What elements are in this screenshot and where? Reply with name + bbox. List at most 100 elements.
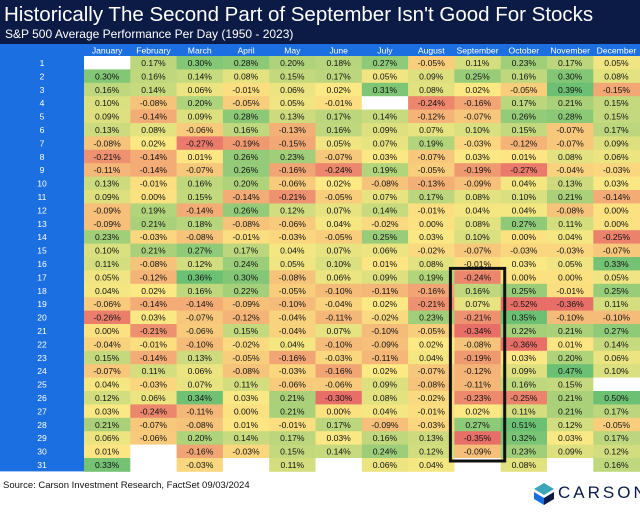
table-cell [130,109,177,124]
cell-value: 0.07% [326,205,351,215]
table-cell [176,82,224,97]
table-cell [547,69,594,84]
cell-value: 0.06% [326,272,351,282]
table-cell [593,444,640,459]
chart-subtitle: S&P 500 Average Performance Per Day (195… [5,27,294,41]
cell-value: 0.16% [326,125,351,135]
header-banner: Historically The Second Part of Septembe… [0,0,640,44]
cell-value: 0.04% [95,286,120,296]
cell-value: -0.34% [464,326,492,336]
cell-value: 0.02% [141,286,166,296]
cell-value: 0.00% [326,406,351,416]
table-cell [222,270,270,285]
table-cell [408,243,455,258]
day-label: 24 [37,366,47,376]
table-cell [593,297,640,311]
cell-value: 0.17% [326,112,351,122]
cell-value: 0.10% [465,232,490,242]
table-cell [315,458,363,472]
table-cell [222,310,270,325]
cell-value: 0.21% [141,246,166,256]
table-cell [84,163,131,177]
table-cell [269,230,316,244]
table-cell [408,109,455,124]
table-cell [593,243,640,258]
cell-value: -0.01% [557,286,585,296]
cell-value: -0.16% [186,447,214,457]
table-cell [361,82,409,97]
cell-value: 0.09% [373,125,398,135]
table-cell [176,364,224,378]
table-cell [269,216,316,231]
table-cell [454,190,502,204]
cell-value: 0.08% [234,71,259,81]
table-cell [315,96,363,110]
table-cell [408,444,455,459]
table-cell [269,350,316,365]
table-cell [408,431,455,445]
table-cell [361,377,409,392]
table-cell [222,123,270,137]
cell-value: 0.26% [234,152,259,162]
cell-value: -0.25% [510,393,538,403]
cell-value: -0.12% [140,272,168,282]
table-cell [84,337,131,352]
cell-value: 0.23% [419,313,444,323]
table-cell [84,324,131,338]
day-label: 2 [40,71,45,81]
cell-value: 0.02% [326,85,351,95]
table-cell [593,203,640,218]
table-cell [130,82,177,97]
table-cell [315,136,363,151]
cell-value: -0.01% [464,259,492,269]
table-cell [222,391,270,405]
cell-value: 0.21% [141,219,166,229]
cell-value: 0.21% [95,420,120,430]
table-cell [547,136,594,151]
cell-value: 0.15% [95,353,120,363]
cell-value: 0.21% [558,393,583,403]
table-cell [222,431,270,445]
table-cell [84,243,131,258]
cell-value: 0.20% [188,433,213,443]
table-cell [176,149,224,164]
cell-value: 0.19% [141,205,166,215]
cell-value: -0.09% [94,205,122,215]
cell-value: 0.20% [234,179,259,189]
table-cell [500,230,548,244]
cell-value: -0.02% [232,339,260,349]
table-cell [176,216,224,231]
cell-value: -0.06% [186,125,214,135]
table-cell [547,243,594,258]
cell-value: 0.06% [604,152,629,162]
table-cell [408,149,455,164]
cell-value: 0.07% [419,125,444,135]
table-cell [176,350,224,365]
day-label: 11 [38,192,47,202]
table-cell [315,257,363,271]
table-cell [361,364,409,378]
cell-value: 0.02% [465,85,490,95]
cell-value: 0.09% [95,112,120,122]
cell-value: 0.04% [465,205,490,215]
table-cell [130,56,177,70]
table-cell [500,56,548,70]
table-cell [454,82,502,97]
table-cell [408,123,455,137]
cell-value: -0.09% [371,339,399,349]
table-cell [408,283,455,298]
table-cell [408,377,455,392]
cell-value: -0.19% [464,165,492,175]
cell-value: 0.23% [280,152,305,162]
table-cell [547,350,594,365]
table-cell [130,431,177,445]
cell-value: -0.03% [510,246,538,256]
cell-value: -0.07% [557,138,585,148]
table-cell [176,257,224,271]
cell-value: 0.15% [188,192,213,202]
table-cell [547,109,594,124]
carson-logo-text: CARSON [558,483,640,502]
day-label: 25 [37,380,47,390]
table-cell [130,69,177,84]
cell-value: 0.13% [419,433,444,443]
